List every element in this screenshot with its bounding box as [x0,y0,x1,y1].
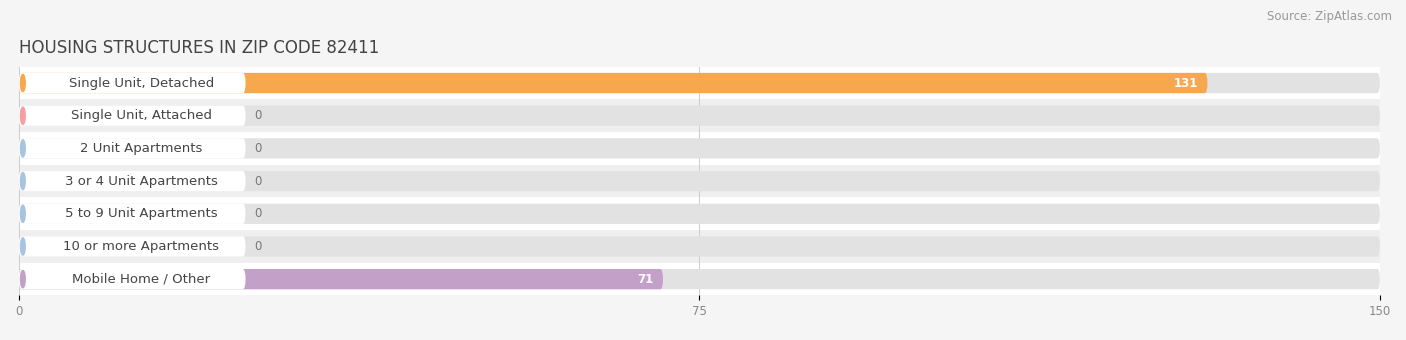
Text: 71: 71 [638,273,654,286]
Text: Source: ZipAtlas.com: Source: ZipAtlas.com [1267,10,1392,23]
Bar [18,99,1379,132]
Bar [18,230,1379,263]
FancyBboxPatch shape [18,204,246,224]
Text: HOUSING STRUCTURES IN ZIP CODE 82411: HOUSING STRUCTURES IN ZIP CODE 82411 [18,39,380,57]
FancyBboxPatch shape [18,138,1379,158]
Text: Single Unit, Detached: Single Unit, Detached [69,76,214,89]
FancyBboxPatch shape [18,269,664,289]
Text: 0: 0 [254,109,262,122]
Circle shape [21,271,25,288]
FancyBboxPatch shape [18,269,1379,289]
FancyBboxPatch shape [18,236,1379,257]
FancyBboxPatch shape [18,171,246,191]
Bar [18,132,1379,165]
FancyBboxPatch shape [18,269,246,289]
FancyBboxPatch shape [18,171,1379,191]
FancyBboxPatch shape [18,73,246,93]
Bar [18,165,1379,198]
Text: 0: 0 [254,240,262,253]
FancyBboxPatch shape [18,106,246,126]
Circle shape [21,205,25,222]
Circle shape [21,238,25,255]
FancyBboxPatch shape [18,204,1379,224]
FancyBboxPatch shape [18,138,246,158]
Text: 0: 0 [254,142,262,155]
Bar [18,198,1379,230]
Bar [18,67,1379,99]
Text: 10 or more Apartments: 10 or more Apartments [63,240,219,253]
Circle shape [21,140,25,157]
Text: 0: 0 [254,207,262,220]
Circle shape [21,74,25,92]
FancyBboxPatch shape [18,106,1379,126]
Text: 5 to 9 Unit Apartments: 5 to 9 Unit Apartments [65,207,218,220]
Text: 0: 0 [254,174,262,188]
Circle shape [21,107,25,124]
FancyBboxPatch shape [18,73,1379,93]
FancyBboxPatch shape [18,73,1208,93]
FancyBboxPatch shape [18,236,246,257]
Circle shape [21,172,25,190]
Text: 131: 131 [1174,76,1198,89]
Text: 2 Unit Apartments: 2 Unit Apartments [80,142,202,155]
Text: Single Unit, Attached: Single Unit, Attached [70,109,212,122]
Bar [18,263,1379,295]
Text: 3 or 4 Unit Apartments: 3 or 4 Unit Apartments [65,174,218,188]
Text: Mobile Home / Other: Mobile Home / Other [72,273,211,286]
